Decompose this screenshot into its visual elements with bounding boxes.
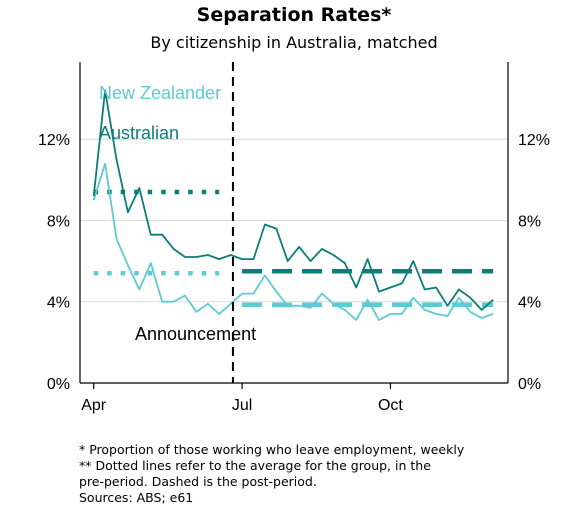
- y-tick-label-right: 12%: [518, 132, 550, 149]
- y-tick-label-right: 8%: [518, 213, 541, 230]
- x-tick-label: Oct: [378, 397, 403, 414]
- y-tick-label-left: 12%: [38, 132, 70, 149]
- y-tick-label-right: 0%: [518, 376, 541, 393]
- y-tick-label-left: 4%: [47, 295, 70, 312]
- average-lines: [93, 189, 494, 308]
- chart-title: Separation Rates*: [196, 4, 392, 26]
- series-line: [92, 162, 494, 321]
- footnote-line: pre-period. Dashed is the post-period.: [79, 474, 317, 489]
- separation-rates-chart: 0% 0% 4% 4% 8% 8% 12% 12% Apr Jul Oct Announcement N…: [38, 62, 550, 414]
- y-tick-label-left: 0%: [47, 376, 70, 393]
- labels: 0% 0% 4% 4% 8% 8% 12% 12% Apr Jul Oct Announcement N…: [38, 83, 550, 414]
- footnotes: * Proportion of those working who leave …: [79, 442, 464, 506]
- grid-lines: [80, 138, 508, 303]
- footnote-line: Sources: ABS; e61: [79, 490, 194, 505]
- series-label: Australian: [99, 123, 179, 143]
- chart-subtitle: By citizenship in Australia, matched: [150, 33, 438, 52]
- series-line: [92, 89, 494, 311]
- x-tick-label: Jul: [232, 397, 252, 414]
- series-lines: [92, 89, 494, 321]
- y-tick-label-right: 4%: [518, 295, 541, 312]
- announcement-label: Announcement: [135, 324, 256, 344]
- footnote-line: ** Dotted lines refer to the average for…: [79, 458, 431, 473]
- y-tick-label-left: 8%: [47, 213, 70, 230]
- series-label: New Zealander: [99, 83, 221, 103]
- x-tick-label: Apr: [81, 397, 107, 414]
- plot-frame: [79, 62, 509, 389]
- footnote-line: * Proportion of those working who leave …: [79, 442, 465, 457]
